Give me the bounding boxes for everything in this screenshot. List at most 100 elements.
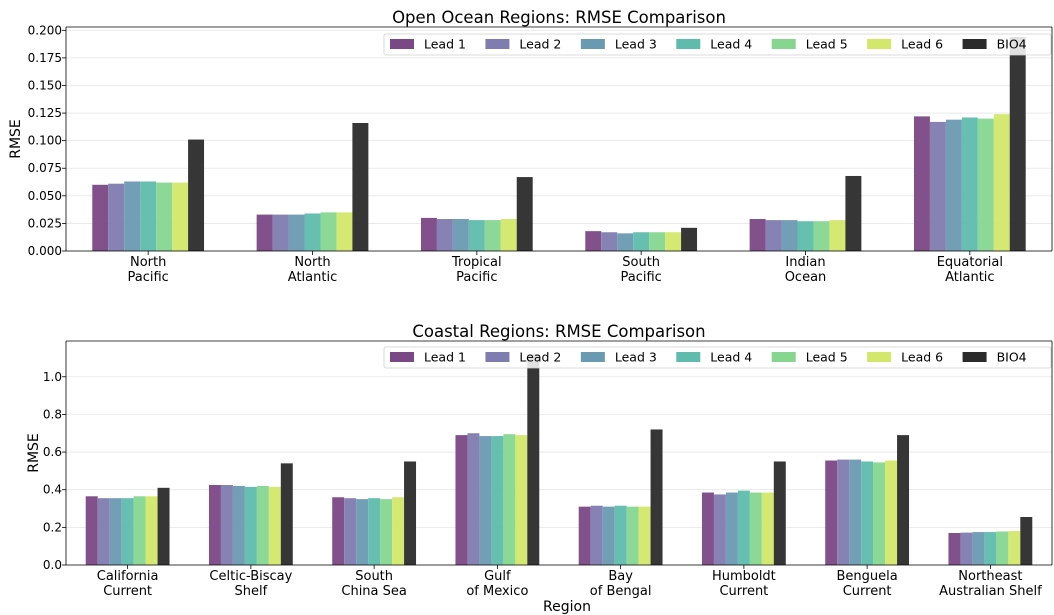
bar (232, 485, 245, 565)
bar (133, 496, 146, 565)
x-tick-label: Equatorial Atlantic (937, 255, 1003, 285)
x-tick-label: California Current (97, 569, 159, 599)
y-axis-label: RMSE (26, 433, 42, 473)
bar (121, 498, 134, 565)
y-tick-label: 0.150 (28, 78, 62, 92)
y-tick-label: 0.050 (28, 189, 62, 203)
x-tick-label: Northeast Australian Shelf (939, 569, 1042, 599)
bar (188, 139, 205, 251)
y-tick-label: 0.6 (43, 445, 62, 459)
bar (1020, 517, 1033, 565)
bar (344, 498, 357, 565)
chart-title: Open Ocean Regions: RMSE Comparison (392, 8, 726, 27)
legend-swatch (580, 352, 605, 362)
x-tick-label-line: Humboldt (712, 569, 776, 584)
bar (172, 182, 189, 251)
x-tick-label-line: Bay (608, 569, 633, 584)
x-tick-label-line: Atlantic (945, 270, 994, 285)
x-tick-label: Bay of Bengal (590, 569, 652, 599)
bar (713, 494, 726, 565)
bar (977, 118, 994, 251)
y-tick-label: 0.100 (28, 134, 62, 148)
bar (813, 221, 830, 251)
bar (585, 231, 602, 251)
bar (455, 435, 468, 565)
open-ocean-chart: 0.000 0.025 0.050 0.075 0.100 0.125 0.150 0.175… (8, 8, 1053, 285)
legend-label: Lead 3 (615, 37, 657, 52)
bar (280, 463, 293, 565)
x-tick-label: South Pacific (621, 255, 662, 285)
y-tick-label: 1.0 (43, 370, 62, 384)
x-tick-label: Indian Ocean (785, 255, 827, 285)
x-tick-label-line: Current (719, 584, 768, 599)
x-tick-label: Celtic-Biscay Shelf (209, 569, 292, 599)
x-tick-label-line: Shelf (235, 584, 268, 599)
bar (145, 496, 158, 565)
legend-swatch (676, 39, 701, 49)
bar (515, 435, 528, 565)
bar (1009, 36, 1026, 252)
bar (649, 232, 666, 251)
legend-label: Lead 4 (710, 350, 752, 365)
bar (244, 486, 257, 565)
bar (617, 233, 634, 251)
x-tick-label-line: Ocean (785, 270, 827, 285)
legend-swatch (485, 39, 510, 49)
x-tick-label-line: California (97, 569, 159, 584)
x-axis-label: Region (543, 599, 591, 615)
bar (945, 119, 962, 251)
legend-label: Lead 2 (519, 37, 561, 52)
legend-swatch (867, 352, 892, 362)
x-tick-label-line: North (294, 255, 330, 270)
bar (633, 232, 650, 251)
bar (749, 219, 766, 251)
x-tick-label-line: Indian (785, 255, 825, 270)
x-tick-label-line: Tropical (451, 255, 502, 270)
bar (885, 460, 898, 565)
bar (873, 462, 886, 565)
bar (500, 219, 517, 251)
legend-label: Lead 1 (424, 350, 466, 365)
bar (85, 496, 98, 565)
bar (392, 497, 405, 565)
bar (527, 354, 540, 565)
bar (272, 214, 289, 251)
x-tick-label-line: Benguela (837, 569, 898, 584)
legend-swatch (771, 39, 796, 49)
legend-label: BIO4 (997, 37, 1027, 52)
bar (109, 498, 122, 565)
legend-label: Lead 5 (806, 350, 848, 365)
x-tick-label-line: South (355, 569, 393, 584)
x-tick-label-line: Current (103, 584, 152, 599)
x-tick-label: Benguela Current (837, 569, 898, 599)
bar (960, 532, 973, 565)
bar (420, 217, 437, 251)
bar (737, 490, 750, 565)
bar (913, 116, 930, 251)
bar (929, 121, 946, 252)
x-tick-label-line: Pacific (621, 270, 662, 285)
x-tick-label: South China Sea (341, 569, 406, 599)
x-tick-label: Humboldt Current (712, 569, 776, 599)
bar (404, 461, 417, 565)
bar (765, 220, 782, 251)
legend-label: Lead 1 (424, 37, 466, 52)
bar (268, 486, 281, 565)
x-tick-label-line: Pacific (456, 270, 497, 285)
x-tick-label: Tropical Pacific (451, 255, 502, 285)
bar (601, 232, 618, 251)
x-tick-label-line: of Bengal (590, 584, 652, 599)
x-tick-label-line: of Mexico (466, 584, 528, 599)
x-tick-label: North Atlantic (288, 255, 337, 285)
y-tick-label: 0.075 (28, 161, 62, 175)
y-tick-label: 0.125 (28, 106, 62, 120)
bar (140, 181, 157, 251)
bar (781, 220, 798, 251)
bar (626, 506, 639, 565)
bar (304, 213, 321, 251)
bar (650, 429, 663, 565)
y-tick-label: 0.200 (28, 23, 62, 37)
x-tick-label-line: China Sea (341, 584, 406, 599)
